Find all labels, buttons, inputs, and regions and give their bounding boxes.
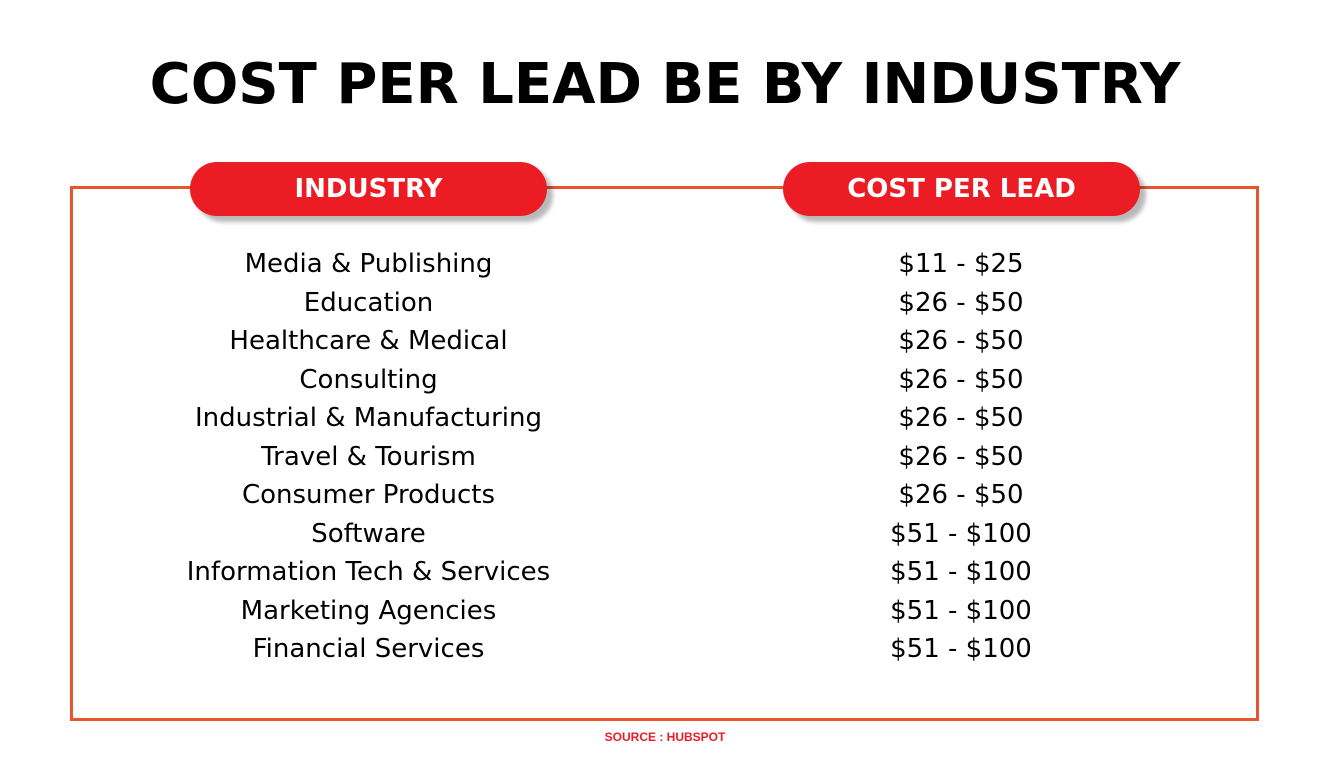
- industry-cell: Industrial & Manufacturing: [194, 403, 542, 433]
- cost-cell: $26 - $50: [898, 326, 1024, 356]
- industry-cell: Consumer Products: [241, 480, 496, 510]
- cost-cell: $26 - $50: [898, 480, 1024, 510]
- table-frame: [70, 186, 1259, 721]
- industry-cell: Media & Publishing: [244, 249, 493, 279]
- cost-cell: $26 - $50: [898, 441, 1024, 472]
- industry-cell: Software: [311, 518, 426, 549]
- cost-column: $11 - $25 $26 - $50 $26 - $50 $26 - $50 $26 …: [760, 245, 1162, 669]
- cost-cell: $26 - $50: [898, 287, 1024, 318]
- chart-title: COST PER LEAD BE BY INDUSTRY: [149, 52, 1181, 117]
- cost-cell: $11 - $25: [898, 249, 1024, 279]
- cost-column-header: COST PER LEAD: [783, 162, 1140, 216]
- industry-cell: Marketing Agencies: [240, 595, 497, 626]
- industry-cell: Healthcare & Medical: [229, 326, 508, 356]
- source-note: SOURCE : HUBSPOT: [604, 730, 726, 744]
- cost-cell: $51 - $100: [890, 595, 1032, 626]
- industry-column-header: INDUSTRY: [190, 162, 547, 216]
- industry-cell: Education: [303, 287, 434, 318]
- cost-cell: $26 - $50: [898, 403, 1024, 433]
- cost-cell: $51 - $100: [890, 634, 1032, 664]
- industry-cell: Financial Services: [252, 634, 485, 664]
- cost-cell: $51 - $100: [890, 518, 1032, 549]
- cost-cell: $26 - $50: [898, 364, 1024, 395]
- industry-cell: Information Tech & Services: [186, 557, 551, 587]
- industry-column: Media & Publishing Education Healthcare & …: [150, 245, 587, 669]
- cost-cell: $51 - $100: [890, 557, 1032, 587]
- industry-cell: Consulting: [299, 364, 438, 395]
- industry-cell: Travel & Tourism: [261, 441, 476, 472]
